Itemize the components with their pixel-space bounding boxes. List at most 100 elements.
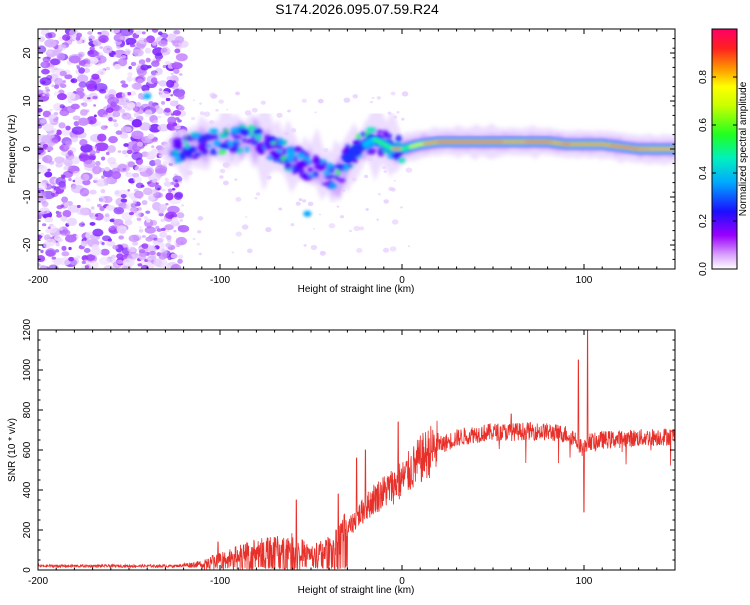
spectrogram-noise-blob xyxy=(71,126,85,135)
spectrogram-noise-blob xyxy=(47,141,55,147)
spectrogram-noise-blob xyxy=(40,232,45,236)
spectrogram-noise-blob xyxy=(136,217,142,221)
spectrogram-noise-blob xyxy=(124,219,133,226)
spectrogram-noise-blob xyxy=(90,43,95,48)
spectrogram-noise-blob xyxy=(382,247,390,253)
spectrogram-spot xyxy=(143,93,152,100)
spectrogram-noise-blob xyxy=(177,225,184,231)
spectrogram-noise-blob xyxy=(178,73,183,76)
spectrogram-noise-blob xyxy=(151,60,160,67)
spectrogram-noise-blob xyxy=(42,110,52,118)
spectrogram-noise-blob xyxy=(161,47,168,53)
spectrogram-noise-blob xyxy=(235,197,242,202)
spectrogram-noise-blob xyxy=(196,242,200,246)
spectrogram-noise-blob xyxy=(165,242,172,248)
spectrogram-noise-blob xyxy=(148,172,161,182)
spectrogram-noise-blob xyxy=(132,107,139,112)
spectrogram-noise-blob xyxy=(95,179,107,187)
spectrogram-noise-blob xyxy=(60,215,68,222)
spectrogram-noise-blob xyxy=(168,214,173,218)
spectrogram-noise-blob xyxy=(172,62,180,69)
spectrogram-noise-blob xyxy=(42,123,54,132)
snr-ytick-label: 200 xyxy=(22,521,33,538)
spectrogram-noise-blob xyxy=(164,177,169,182)
spectrogram-noise-blob xyxy=(128,234,140,243)
spectrogram-ridge-blob xyxy=(210,147,216,154)
spectrogram-noise-blob xyxy=(265,227,272,233)
colorbar-tick-label: 0.6 xyxy=(698,118,709,132)
spectrogram-noise-blob xyxy=(164,60,171,65)
spectrogram-noise-blob xyxy=(41,68,50,75)
spectrogram-noise-blob xyxy=(127,246,136,253)
spectrogram-noise-blob xyxy=(47,168,51,172)
spectrogram-noise-blob xyxy=(50,58,61,66)
spectrogram-noise-blob xyxy=(54,235,61,241)
spectrogram-noise-blob xyxy=(149,250,156,256)
spectrogram-ridge-blob xyxy=(310,159,320,164)
spectrogram-ridge-blob xyxy=(382,130,389,138)
spectrogram-noise-blob xyxy=(155,72,160,77)
spectrogram-noise-blob xyxy=(51,256,57,260)
spectrogram-noise-blob xyxy=(96,133,107,142)
spectrogram-noise-blob xyxy=(165,202,169,206)
spectrogram-noise-blob xyxy=(114,190,120,195)
spectrogram-noise-blob xyxy=(307,201,314,207)
spectrogram-noise-blob xyxy=(93,114,97,118)
spectrogram-noise-blob xyxy=(151,148,158,155)
spectrogram-noise-blob xyxy=(65,91,76,100)
spectrogram-noise-blob xyxy=(155,107,164,115)
spectrogram-noise-blob xyxy=(109,226,117,233)
spectrogram-noise-blob xyxy=(38,182,48,191)
spectrogram-noise-blob xyxy=(91,244,100,251)
spectrogram-noise-blob xyxy=(90,247,102,256)
spectrogram-noise-blob xyxy=(92,95,98,100)
spectrogram-noise-blob xyxy=(149,160,157,167)
spectrogram-noise-blob xyxy=(83,68,91,73)
spectrogram-noise-blob xyxy=(78,53,83,58)
snr-x-label: Height of straight line (km) xyxy=(298,585,415,596)
spectrogram-noise-blob xyxy=(68,166,72,169)
colorbar-tick-label: 0.2 xyxy=(698,214,709,228)
spectrogram-noise-blob xyxy=(171,187,176,191)
spectrogram-noise-blob xyxy=(44,39,57,48)
spectrogram-noise-blob xyxy=(133,190,144,199)
spectrogram-noise-blob xyxy=(153,137,158,141)
spectrogram-noise-blob xyxy=(152,201,162,211)
spectrogram-noise-blob xyxy=(136,141,144,147)
spectrogram-noise-blob xyxy=(251,107,258,113)
spectrogram-noise-blob xyxy=(140,64,149,71)
spectrogram-noise-blob xyxy=(56,205,63,210)
spectrogram-noise-blob xyxy=(58,122,66,129)
spectrogram-ridge-blob xyxy=(253,128,263,136)
spectrogram-noise-blob xyxy=(175,53,188,62)
spectrogram-noise-blob xyxy=(159,231,168,238)
spectrogram-ytick-label: -10 xyxy=(22,189,33,204)
spectrogram-noise-blob xyxy=(135,30,143,35)
spectrogram-noise-blob xyxy=(107,96,119,105)
snr-xtick-label: 0 xyxy=(399,576,405,587)
spectrogram-ridge-blob xyxy=(199,147,209,153)
snr-x-ticks: -200 -100 0 100 xyxy=(28,330,676,587)
spectrogram-noise-blob xyxy=(126,149,133,155)
spectrogram-ridge-blob xyxy=(182,147,187,152)
spectrogram-ridge-blob xyxy=(218,149,227,155)
spectrogram-ridge-blob xyxy=(194,152,202,157)
spectrogram-ridge-blob xyxy=(250,135,256,140)
spectrogram-noise-blob xyxy=(131,82,143,90)
spectrogram-noise-blob xyxy=(138,225,143,229)
spectrogram-noise-blob xyxy=(349,229,353,233)
spectrogram-noise-blob xyxy=(173,229,177,233)
spectrogram-noise-blob xyxy=(145,57,151,63)
spectrogram-ridge-blob xyxy=(398,157,406,164)
spectrogram-noise-blob xyxy=(342,189,346,192)
snr-ytick-label: 1000 xyxy=(22,358,33,381)
chart-title: S174.2026.095.07.59.R24 xyxy=(275,1,439,17)
spectrogram-noise-blob xyxy=(46,146,54,151)
spectrogram-noise-blob xyxy=(328,223,336,229)
spectrogram-ridge-blob xyxy=(286,149,295,156)
spectrogram-noise-blob xyxy=(124,50,131,56)
spectrogram-ridge-blob xyxy=(208,128,219,134)
spectrogram-noise-blob xyxy=(121,83,129,88)
spectrogram-noise-blob xyxy=(72,233,77,237)
spectrogram-noise-blob xyxy=(68,177,72,182)
